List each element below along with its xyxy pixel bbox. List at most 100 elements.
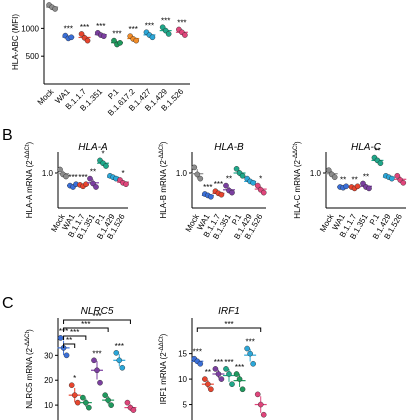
- data-point: [233, 165, 240, 172]
- data-point: [389, 175, 395, 182]
- data-point: [247, 350, 253, 357]
- data-point: [52, 6, 58, 12]
- y-tick-label: 30: [44, 351, 53, 360]
- data-point: [343, 183, 349, 190]
- data-point: [260, 189, 267, 196]
- data-point: [250, 361, 256, 367]
- data-point: [80, 394, 86, 401]
- data-point: [226, 371, 232, 377]
- data-point: [130, 407, 137, 413]
- data-point: [400, 179, 407, 186]
- y-tick-label: 20: [44, 376, 53, 385]
- chart-title: IRF1: [218, 306, 240, 317]
- data-point: [202, 376, 208, 382]
- y-tick-label: 1.0: [42, 169, 54, 178]
- data-point: [223, 366, 229, 372]
- y-axis-label: HLA-B mRNA (2-ΔΔCt): [159, 141, 168, 218]
- data-point: [78, 31, 85, 37]
- data-point: [111, 37, 117, 44]
- data-point: [208, 193, 214, 200]
- significance-label: **: [363, 173, 369, 182]
- significance-label: **: [340, 175, 346, 184]
- data-point: [331, 174, 338, 180]
- y-tick-label: 1.0: [310, 169, 322, 178]
- significance-label: *: [121, 169, 124, 178]
- y-tick-label: 10: [44, 401, 53, 410]
- data-point: [218, 191, 225, 198]
- chart-title: HLA-A: [78, 142, 108, 153]
- data-point: [87, 175, 93, 182]
- significance-label: *: [259, 175, 262, 184]
- y-axis-label: HLA-C mRNA (2-ΔΔCt): [293, 141, 302, 219]
- y-tick-label: 5: [183, 401, 188, 410]
- data-point: [229, 189, 235, 196]
- significance-label: ***: [235, 363, 244, 372]
- x-tick-label: Mock: [36, 86, 57, 107]
- significance-label: ***: [245, 338, 254, 347]
- significance-bracket: [196, 327, 262, 332]
- significance-label: ***: [96, 22, 105, 31]
- data-point: [254, 391, 261, 398]
- data-point: [208, 386, 214, 393]
- bracket-label: ***: [224, 320, 233, 329]
- data-point: [366, 185, 372, 192]
- data-point: [194, 171, 201, 178]
- data-point: [63, 173, 69, 180]
- data-point: [124, 399, 131, 406]
- data-point: [229, 381, 235, 387]
- data-point: [325, 167, 332, 173]
- data-point: [236, 376, 243, 382]
- bracket-label: **: [66, 336, 72, 345]
- significance-label: *: [73, 374, 76, 383]
- data-point: [165, 31, 172, 37]
- significance-label: ***: [224, 358, 233, 367]
- bracket-label: ***: [92, 312, 101, 321]
- significance-label: ***: [80, 23, 89, 32]
- data-point: [108, 402, 114, 408]
- significance-label: ***: [203, 183, 212, 192]
- data-point: [260, 411, 267, 418]
- significance-label: ***: [68, 173, 77, 182]
- data-point: [254, 182, 261, 189]
- data-point: [354, 183, 361, 190]
- significance-label: **: [351, 175, 357, 184]
- significance-label: ***: [112, 30, 121, 39]
- data-point: [74, 399, 81, 406]
- data-point: [103, 163, 109, 169]
- data-point: [119, 364, 126, 371]
- significance-label: ***: [78, 173, 87, 182]
- data-point: [123, 181, 129, 187]
- data-point: [394, 172, 401, 179]
- data-point: [63, 352, 70, 359]
- data-point: [377, 160, 384, 166]
- y-axis-label: HLA-ABC (MFI): [11, 14, 20, 70]
- significance-label: **: [226, 175, 232, 184]
- data-point: [71, 392, 78, 398]
- significance-label: **: [205, 368, 211, 377]
- significance-label: ***: [64, 25, 73, 34]
- chart-title: HLA-C: [351, 142, 382, 153]
- data-point: [191, 164, 198, 171]
- data-point: [117, 40, 123, 46]
- y-tick-label: 1000: [21, 24, 39, 33]
- data-point: [218, 376, 225, 382]
- data-point: [86, 404, 92, 411]
- data-point: [197, 361, 204, 367]
- bracket-label: ***: [70, 328, 79, 337]
- data-point: [105, 397, 111, 403]
- chart-title: HLA-B: [214, 142, 244, 153]
- data-point: [94, 367, 100, 374]
- significance-label: ***: [193, 348, 202, 357]
- data-point: [97, 379, 103, 386]
- data-point: [91, 357, 97, 364]
- significance-label: ***: [145, 21, 154, 30]
- data-point: [116, 357, 123, 364]
- data-point: [68, 382, 75, 389]
